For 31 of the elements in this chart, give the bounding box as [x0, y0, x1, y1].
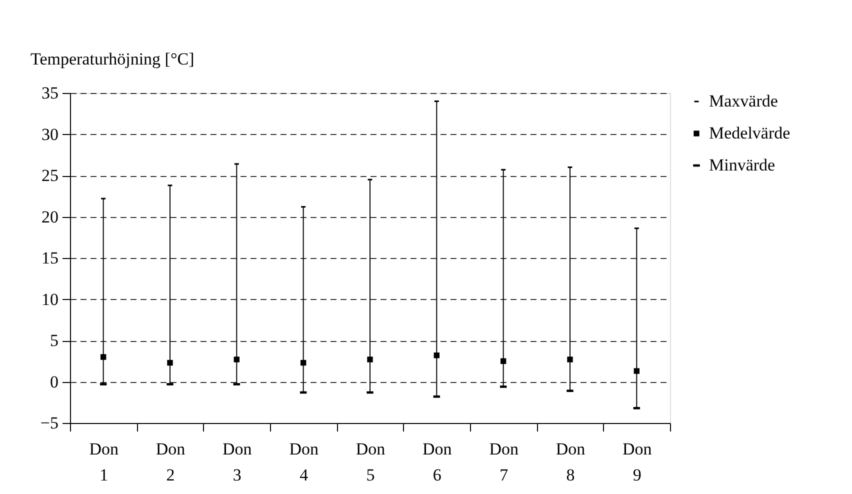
point — [500, 358, 506, 364]
point — [100, 354, 106, 360]
y-tick-label: 15 — [42, 248, 58, 268]
x-tick-label: Don 6 — [422, 440, 452, 484]
y-tick-label: 0 — [50, 372, 58, 392]
y-tick-label: 20 — [42, 207, 58, 226]
x-tick-label: Don 3 — [222, 440, 252, 484]
y-tick-label: 35 — [42, 84, 58, 102]
y-tick-label: 25 — [42, 166, 58, 185]
x-tick-label: Don 4 — [289, 440, 319, 484]
legend-label: Maxvärde — [709, 92, 778, 110]
point — [634, 368, 640, 374]
x-tick-label: Don 8 — [556, 440, 586, 484]
point — [434, 352, 440, 358]
x-tick-label: Don 5 — [356, 440, 386, 484]
y-tick-label: 30 — [42, 124, 58, 144]
point — [567, 356, 573, 362]
y-tick-label: 5 — [50, 331, 58, 350]
y-tick-label: 10 — [42, 290, 58, 309]
x-tick-label: Don 9 — [622, 440, 652, 484]
point — [167, 360, 173, 366]
point — [300, 360, 306, 366]
x-tick-label: Don 7 — [489, 440, 519, 484]
x-tick-label: Don 1 — [89, 440, 119, 484]
point — [234, 356, 240, 362]
point — [367, 356, 373, 362]
legend-label: Minvärde — [709, 156, 776, 174]
y-axis-title: Temperaturhöjning [°C] — [30, 50, 194, 68]
y-tick-label: −5 — [40, 414, 58, 432]
x-tick-label: Don 2 — [156, 440, 186, 484]
legend-label: Medelvärde — [709, 124, 790, 142]
